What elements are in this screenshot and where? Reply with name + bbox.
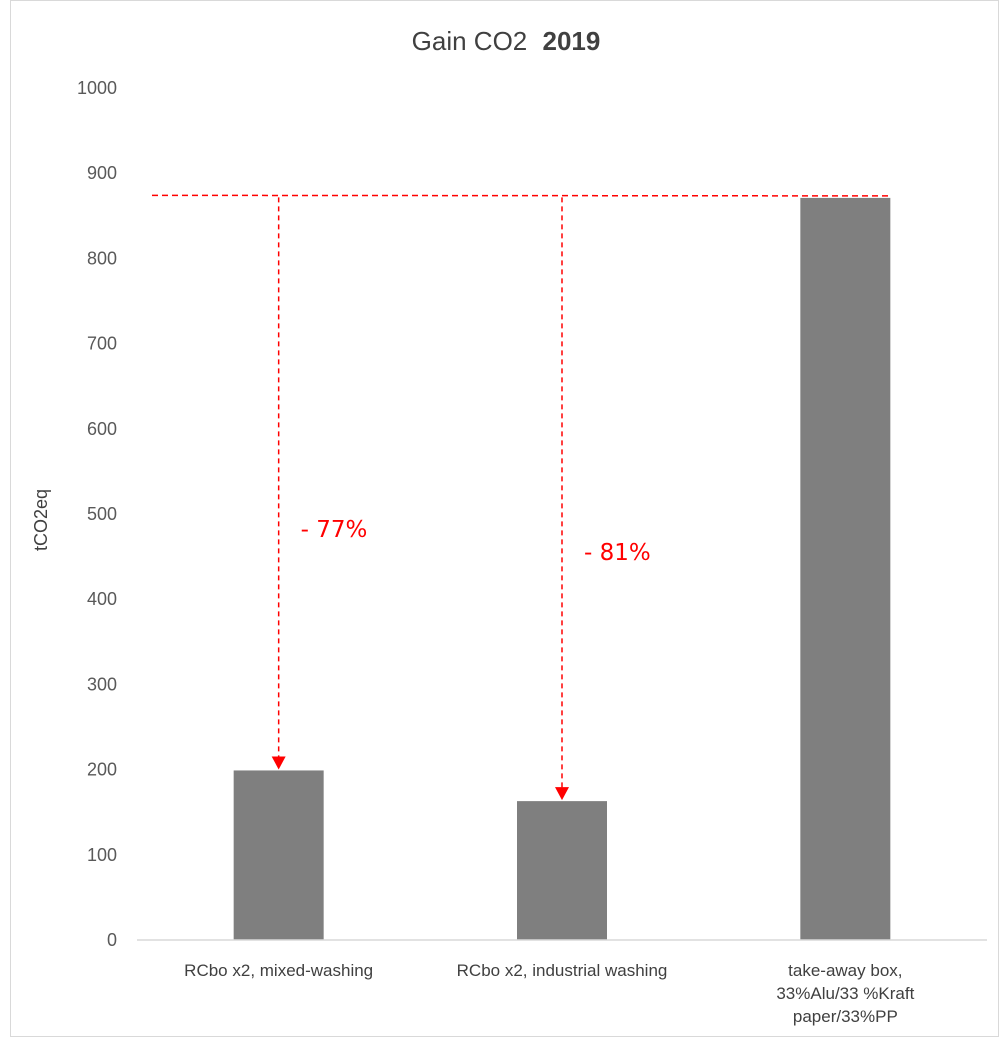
arrowhead — [271, 756, 286, 770]
y-tick-label: 400 — [87, 589, 117, 609]
y-axis-title: tCO2eq — [31, 489, 51, 551]
y-tick-label: 100 — [87, 845, 117, 865]
y-tick-label: 500 — [87, 504, 117, 524]
x-tick-label: RCbo x2, mixed-washing — [184, 961, 373, 980]
y-tick-label: 800 — [87, 248, 117, 268]
y-tick-label: 1000 — [77, 78, 117, 98]
arrowhead — [555, 787, 569, 801]
y-tick-label: 600 — [87, 419, 117, 439]
bar — [233, 770, 324, 940]
y-tick-label: 200 — [87, 760, 117, 780]
chart-title-prefix: Gain CO2 — [412, 26, 528, 56]
y-tick-label: 0 — [107, 930, 117, 950]
reduction-label: - 81% — [584, 540, 651, 566]
reference-line — [151, 194, 891, 197]
annotations: - 77% - 81% — [151, 194, 891, 801]
chart-title: Gain CO2 2019 — [412, 26, 601, 56]
bars — [233, 197, 891, 940]
bar — [800, 197, 891, 940]
y-tick-label: 900 — [87, 163, 117, 183]
x-tick-label: take-away box, 33%Alu/33 %Kraft paper/33%P… — [776, 961, 914, 1026]
reduction-label: - 77% — [301, 517, 368, 543]
y-tick-label: 300 — [87, 674, 117, 694]
bar — [517, 801, 607, 940]
chart-title-year: 2019 — [543, 26, 601, 56]
y-axis-ticks: 0 100 200 300 400 500 600 700 800 900 1000 — [77, 78, 117, 950]
y-tick-label: 700 — [87, 334, 117, 354]
x-axis-labels: RCbo x2, mixed-washing RCbo x2, industria… — [184, 961, 914, 1026]
x-tick-label: RCbo x2, industrial washing — [457, 961, 668, 980]
